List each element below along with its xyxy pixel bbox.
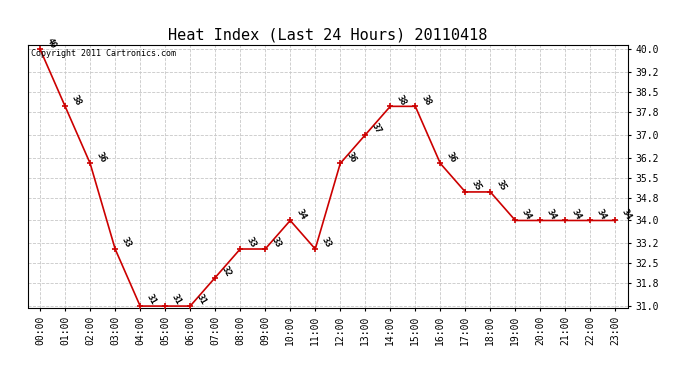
Title: Heat Index (Last 24 Hours) 20110418: Heat Index (Last 24 Hours) 20110418: [168, 27, 487, 42]
Text: 35: 35: [469, 179, 482, 192]
Text: 37: 37: [369, 122, 382, 135]
Text: 31: 31: [169, 293, 182, 307]
Text: 31: 31: [144, 293, 157, 307]
Text: 34: 34: [295, 207, 308, 221]
Text: 34: 34: [569, 207, 582, 221]
Text: 34: 34: [595, 207, 608, 221]
Text: 36: 36: [344, 150, 357, 164]
Text: 34: 34: [544, 207, 558, 221]
Text: 36: 36: [95, 150, 108, 164]
Text: 36: 36: [444, 150, 457, 164]
Text: 40: 40: [44, 36, 57, 50]
Text: 38: 38: [69, 93, 82, 107]
Text: 33: 33: [269, 236, 282, 250]
Text: 32: 32: [219, 264, 233, 278]
Text: Copyright 2011 Cartronics.com: Copyright 2011 Cartronics.com: [30, 49, 175, 58]
Text: 38: 38: [420, 93, 433, 107]
Text: 38: 38: [395, 93, 408, 107]
Text: 34: 34: [520, 207, 533, 221]
Text: 31: 31: [195, 293, 208, 307]
Text: 33: 33: [319, 236, 333, 250]
Text: 35: 35: [495, 179, 508, 192]
Text: 33: 33: [119, 236, 132, 250]
Text: 34: 34: [620, 207, 633, 221]
Text: 33: 33: [244, 236, 257, 250]
